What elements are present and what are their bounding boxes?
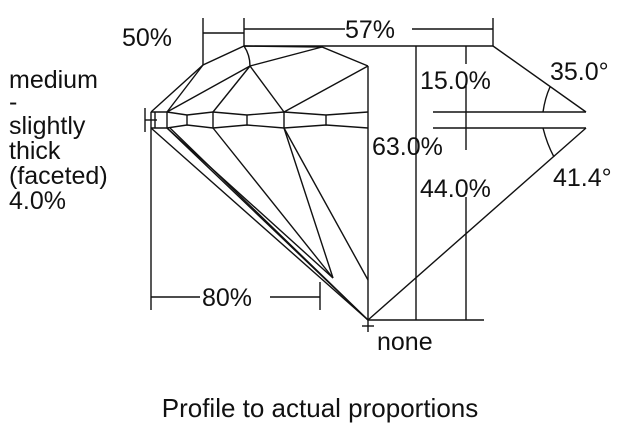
star-length-label: 50% [122, 24, 172, 52]
girdle-label-line: medium [9, 66, 98, 94]
girdle-label-line: (faceted) [9, 162, 108, 190]
pavilion-depth-label: 44.0% [420, 175, 491, 203]
girdle-label-line: - [9, 88, 17, 116]
pavilion-angle-label: 41.4° [553, 164, 612, 192]
total-depth-label: 63.0% [372, 133, 443, 161]
girdle-label-line: slightly [9, 112, 86, 140]
girdle-label-line: thick [9, 137, 61, 165]
culet-label: none [377, 328, 433, 356]
lower-half-label: 80% [202, 284, 252, 312]
girdle-label-line: 4.0% [9, 187, 66, 215]
diamond-outline [144, 18, 587, 332]
girdle-label: medium - slightly thick (faceted) 4.0% [9, 66, 108, 215]
crown-height-label: 15.0% [420, 67, 491, 95]
table-size-label: 57% [345, 16, 395, 44]
caption: Profile to actual proportions [162, 393, 479, 423]
crown-angle-label: 35.0° [550, 58, 609, 86]
